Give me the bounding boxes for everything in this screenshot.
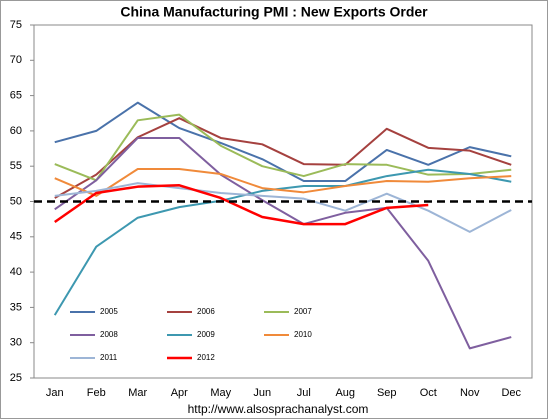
series-line: [54, 184, 429, 226]
legend-label: 2009: [197, 330, 215, 339]
x-tick-label: Jun: [253, 387, 271, 399]
legend-label: 2007: [294, 307, 312, 316]
y-tick-label: 25: [10, 372, 22, 384]
source: http://www.alsosprachanalyst.com: [188, 402, 369, 416]
y-tick-label: 65: [10, 90, 22, 102]
legend-label: 2008: [100, 330, 118, 339]
series-line: [54, 182, 512, 233]
legend-label: 2006: [197, 307, 215, 316]
y-tick-label: 70: [10, 54, 22, 66]
legend-label: 2010: [294, 330, 312, 339]
y-tick-label: 50: [10, 195, 22, 207]
legend-label: 2011: [100, 353, 118, 362]
series-line: [54, 101, 512, 183]
y-tick-label: 40: [10, 266, 22, 278]
x-tick-label: Apr: [171, 387, 188, 399]
series-line: [54, 117, 512, 199]
y-tick-label: 75: [10, 19, 22, 31]
x-tick-label: Dec: [501, 387, 521, 399]
legend-label: 2005: [100, 307, 118, 316]
series-line: [54, 168, 512, 197]
y-tick-label: 30: [10, 337, 22, 349]
chart-title: China Manufacturing PMI : New Exports Or…: [120, 4, 428, 20]
y-tick-label: 35: [10, 301, 22, 313]
series-line: [54, 113, 512, 182]
x-tick-label: Feb: [87, 387, 106, 399]
y-tick-label: 60: [10, 125, 22, 137]
x-tick-label: Jan: [46, 387, 64, 399]
x-tick-label: Oct: [420, 387, 437, 399]
x-tick-label: Nov: [460, 387, 480, 399]
y-tick-label: 55: [10, 160, 22, 172]
series-line: [53, 168, 512, 316]
x-tick-label: Aug: [335, 387, 355, 399]
x-tick-label: Mar: [128, 387, 147, 399]
legend-label: 2012: [197, 353, 215, 362]
x-tick-label: Sep: [377, 387, 397, 399]
series-line: [54, 136, 512, 350]
x-tick-label: May: [210, 387, 231, 399]
y-tick-label: 45: [10, 231, 22, 243]
x-tick-label: Jul: [297, 387, 311, 399]
